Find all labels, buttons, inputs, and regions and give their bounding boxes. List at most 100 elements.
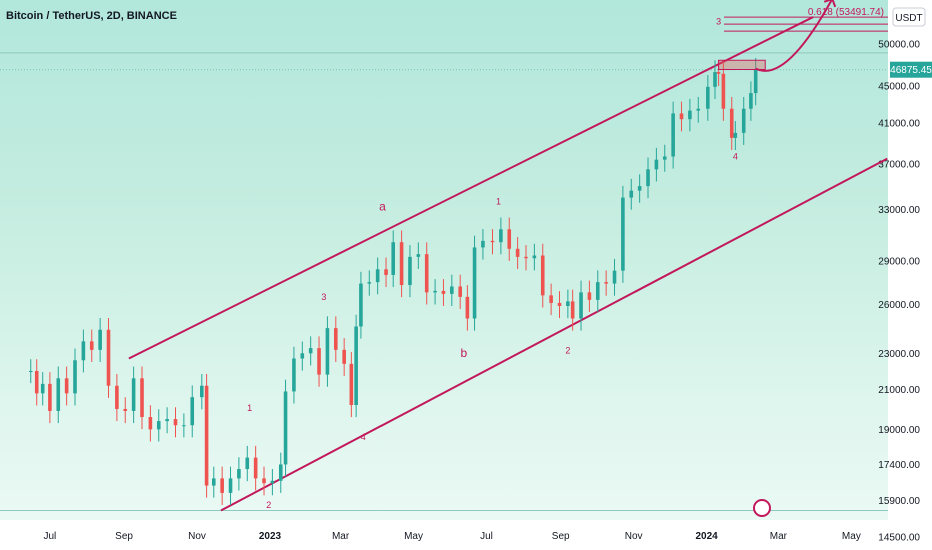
candle-body: [375, 269, 380, 283]
candle-body: [253, 457, 258, 479]
candle-body: [200, 385, 204, 398]
candle-body: [48, 383, 52, 411]
candle-body: [98, 329, 102, 350]
candle-body: [106, 329, 111, 386]
candle-body: [308, 348, 313, 354]
candle-body: [490, 240, 495, 243]
candle-body: [679, 113, 684, 120]
price-tick-label: 17400.00: [878, 460, 920, 471]
time-tick-label: Nov: [188, 531, 206, 542]
candle-body: [671, 113, 675, 157]
candle-body: [662, 156, 667, 160]
time-tick-label: May: [404, 531, 423, 542]
candle-body: [472, 247, 477, 319]
candle-body: [148, 417, 153, 430]
candle-body: [540, 255, 545, 296]
price-tick-label: 26000.00: [878, 300, 920, 311]
wave-label: b: [460, 346, 467, 360]
candle-body: [549, 295, 553, 303]
candle-body: [579, 292, 583, 319]
wave-label: a: [379, 200, 386, 214]
event-marker-icon[interactable]: [753, 499, 771, 517]
trendline-channel-upper[interactable]: [128, 16, 814, 360]
candle-body: [204, 385, 209, 486]
candle-body: [89, 341, 94, 350]
candle-body: [262, 478, 266, 484]
projection-arrowhead: [823, 0, 837, 8]
time-tick-label: 2023: [259, 531, 282, 542]
candle-body: [433, 290, 437, 293]
time-axis[interactable]: [0, 520, 888, 550]
candle-body: [721, 73, 726, 109]
candle-body: [458, 286, 463, 297]
candle-body: [73, 360, 77, 394]
candle-body: [349, 363, 354, 405]
candle-body: [190, 397, 195, 426]
time-tick-label: Mar: [332, 531, 350, 542]
candle-body: [173, 419, 178, 426]
candle-body: [621, 197, 625, 271]
wave-label: 4: [361, 432, 366, 442]
time-tick-label: 2024: [696, 531, 719, 542]
time-tick-label: Nov: [625, 531, 643, 542]
time-tick-label: Sep: [552, 531, 570, 542]
candle-body: [557, 302, 562, 306]
candle-body: [524, 256, 528, 259]
candle-body: [64, 378, 69, 394]
projection-curve[interactable]: [755, 0, 833, 72]
candle-body: [131, 378, 136, 411]
symbol-title: Bitcoin / TetherUS, 2D, BINANCE: [6, 10, 177, 22]
candle-body: [696, 108, 701, 111]
wave-label: 2: [565, 345, 570, 355]
candle-body: [441, 290, 446, 294]
wave-label: 1: [247, 403, 252, 413]
candle-body: [587, 292, 592, 300]
candle-body: [408, 256, 412, 286]
candle-body: [182, 425, 186, 427]
candle-body: [283, 391, 288, 465]
price-tick-label: 37000.00: [878, 159, 920, 170]
candle-body: [34, 370, 39, 394]
candle-body: [228, 478, 233, 493]
resistance-box[interactable]: [718, 59, 766, 70]
candle-body: [342, 349, 346, 364]
last-price-label: 46875.45: [890, 65, 932, 76]
candle-body: [367, 282, 372, 284]
candle-body: [716, 72, 721, 74]
price-axis[interactable]: [888, 0, 932, 550]
candle-body: [211, 478, 216, 486]
candle-body: [333, 328, 338, 350]
candle-body: [515, 248, 520, 257]
candle-body: [300, 353, 305, 359]
currency-label: USDT: [895, 13, 922, 24]
candle-body: [637, 186, 642, 191]
candle-body: [654, 159, 659, 170]
price-tick-label: 15900.00: [878, 496, 920, 507]
wave-label: 2: [266, 500, 271, 510]
last-price-tag: [890, 61, 932, 78]
price-tick-label: 19000.00: [878, 425, 920, 436]
candle-body: [140, 378, 144, 418]
price-tick-label: 21000.00: [878, 385, 920, 396]
candle-body: [399, 242, 404, 286]
candle-body: [566, 301, 570, 306]
candle-body: [741, 108, 746, 133]
candle-body: [416, 254, 421, 257]
candle-body: [292, 358, 296, 392]
candle-body: [40, 383, 45, 394]
time-tick-label: Jul: [480, 531, 493, 542]
trendline-channel-lower[interactable]: [220, 157, 888, 512]
currency-button[interactable]: USDT: [892, 7, 926, 27]
wave-label: 3: [716, 17, 721, 27]
candle-body: [391, 242, 396, 275]
candle-body: [56, 378, 61, 411]
price-tick-label: 45000.00: [878, 81, 920, 92]
price-tick-label: 14500.00: [878, 533, 920, 544]
wave-label: 4: [733, 152, 738, 162]
candle-body: [237, 469, 241, 479]
candle-body: [604, 282, 608, 284]
time-tick-label: May: [842, 531, 861, 542]
price-tick-label: 23000.00: [878, 349, 920, 360]
